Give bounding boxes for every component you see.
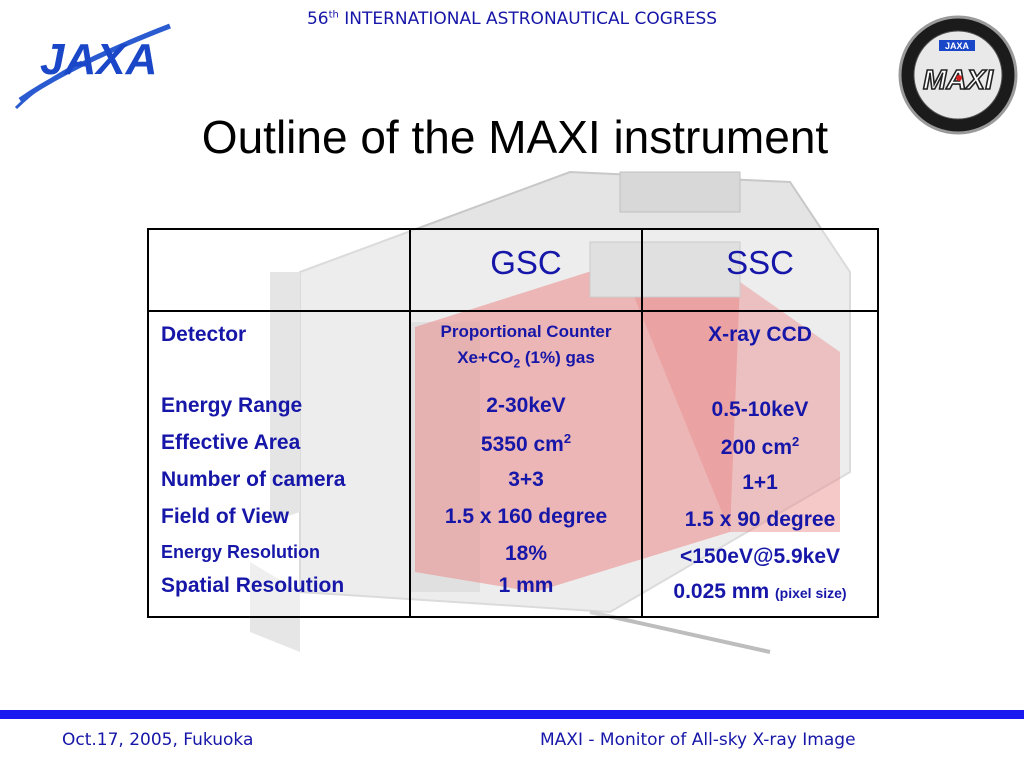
label-energy-range: Energy Range [161, 394, 303, 417]
conference-number: 56 [306, 9, 329, 29]
conference-name: INTERNATIONAL ASTRONAUTICAL COGRESS [338, 9, 718, 29]
table-header-row: GSC SSC [147, 228, 879, 312]
conference-number-suffix: th [328, 9, 339, 21]
conference-title: 56th INTERNATIONAL ASTRONAUTICAL COGRESS [0, 9, 1024, 29]
ssc-effective-area: 200 cm2 [643, 434, 877, 460]
gsc-detector-line2: Xe+CO2 (1%) gas [411, 348, 641, 370]
gsc-detector-line1: Proportional Counter [440, 322, 612, 341]
label-number-of-camera: Number of camera [161, 468, 346, 491]
label-spatial-resolution: Spatial Resolution [161, 574, 345, 597]
ssc-values-cell: X-ray CCD 0.5-10keV 200 cm2 1+1 1.5 x 90… [641, 310, 879, 618]
ssc-effective-area-value: 200 cm [720, 436, 792, 459]
ssc-energy-resolution: <150eV@5.9keV [679, 545, 841, 568]
label-field-of-view: Field of View [161, 505, 289, 528]
table-body-row: Detector Energy Range Effective Area Num… [147, 310, 879, 618]
gsc-detector-gas: Xe+CO [457, 348, 514, 367]
gsc-energy-range: 2-30keV [486, 394, 566, 417]
maxi-mission-badge: JAXA MAXI [898, 15, 1018, 135]
label-energy-resolution: Energy Resolution [161, 542, 321, 562]
table-corner-cell [147, 228, 411, 312]
ssc-field-of-view: 1.5 x 90 degree [684, 508, 836, 531]
ssc-spatial-resolution-note: (pixel size) [774, 585, 847, 601]
slide-title: Outline of the MAXI instrument [201, 111, 829, 163]
ssc-number-of-camera: 1+1 [742, 471, 778, 494]
ssc-energy-range: 0.5-10keV [711, 398, 809, 421]
ssc-spatial-resolution-value: 0.025 mm [673, 580, 770, 603]
footer-mission-name: MAXI - Monitor of All-sky X-ray Image [540, 730, 856, 750]
footer-date-location: Oct.17, 2005, Fukuoka [62, 730, 254, 750]
jaxa-logo-text: JAXA [40, 35, 157, 84]
gsc-effective-area-value: 5350 cm [480, 433, 564, 456]
label-detector: Detector [161, 323, 247, 346]
gsc-effective-area-exponent: 2 [563, 431, 572, 446]
gsc-number-of-camera: 3+3 [508, 468, 544, 491]
badge-jaxa-text: JAXA [945, 41, 970, 51]
column-header-ssc: SSC [641, 228, 879, 312]
instrument-spec-table: GSC SSC Detector Energy Range Effective … [147, 228, 879, 618]
gsc-field-of-view: 1.5 x 160 degree [444, 505, 608, 528]
gsc-energy-resolution: 18% [504, 542, 548, 565]
ssc-detector: X-ray CCD [708, 323, 812, 346]
jaxa-logo: JAXA [14, 23, 171, 110]
gsc-effective-area: 5350 cm2 [411, 431, 641, 457]
gsc-values-cell: Proportional Counter Xe+CO2 (1%) gas 2-3… [409, 310, 643, 618]
column-header-gsc: GSC [409, 228, 643, 312]
footer-divider-bar [0, 710, 1024, 719]
gsc-detector-gas-ratio: (1%) gas [520, 348, 595, 367]
gsc-spatial-resolution: 1 mm [498, 574, 554, 597]
label-effective-area: Effective Area [161, 431, 301, 454]
parameter-labels-cell: Detector Energy Range Effective Area Num… [147, 310, 411, 618]
ssc-spatial-resolution: 0.025 mm (pixel size) [643, 580, 877, 604]
ssc-effective-area-exponent: 2 [792, 434, 800, 449]
gsc-detector-gas-subscript: 2 [513, 356, 521, 371]
